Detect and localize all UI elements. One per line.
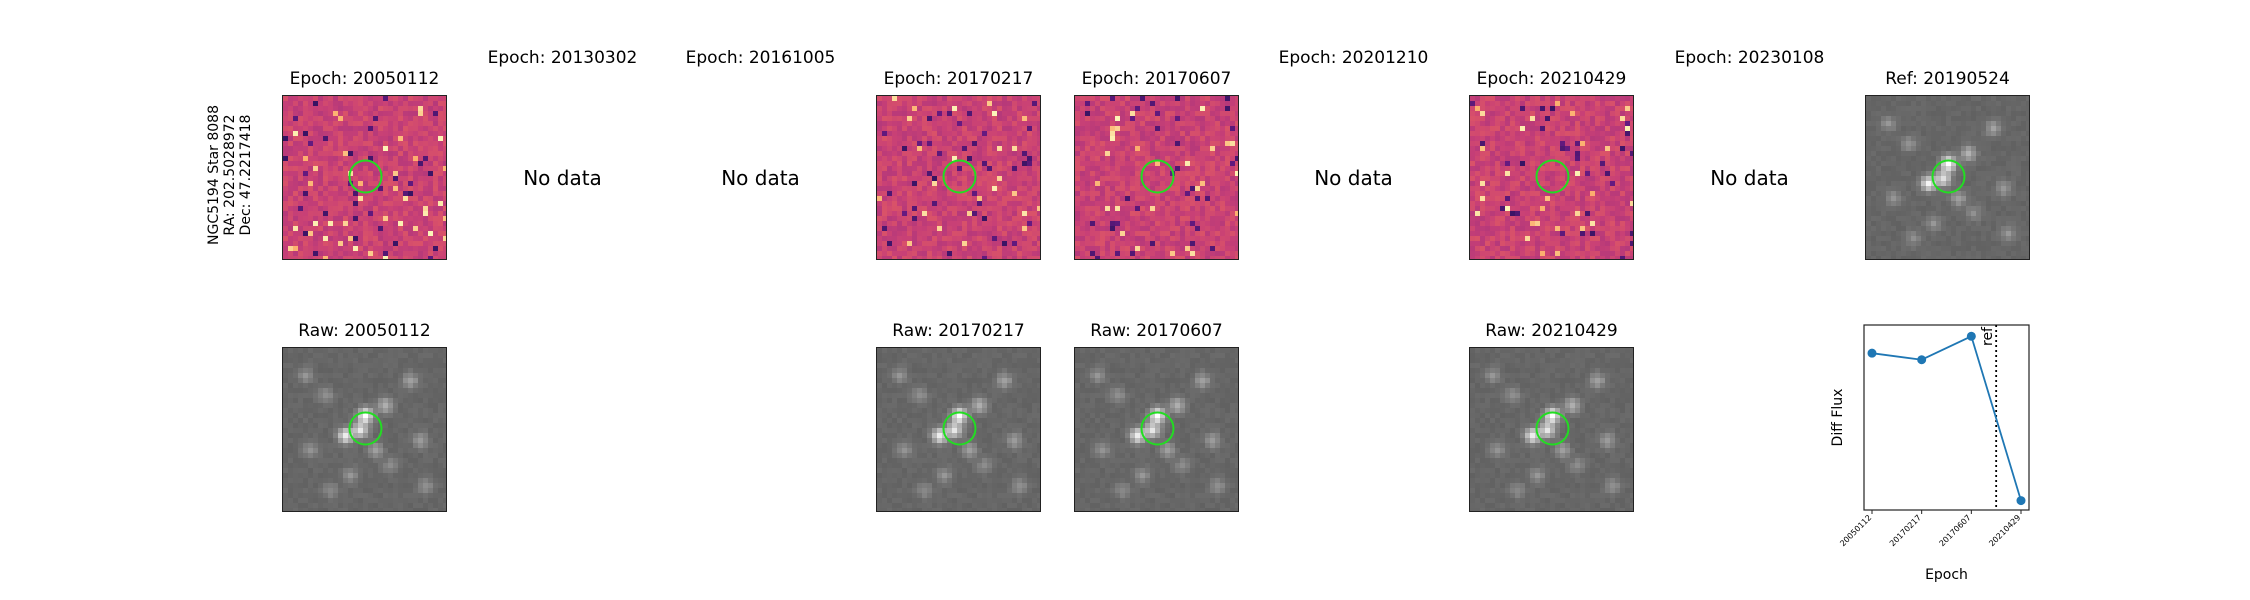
no-data-label: No data <box>523 165 602 190</box>
ref-image-pixels <box>1866 96 2029 259</box>
aperture-circle <box>942 159 977 194</box>
x-tick-label: 20050112 <box>1838 513 1873 548</box>
aperture-circle <box>942 411 977 446</box>
diff-image-pixels <box>1470 96 1633 259</box>
aperture-circle <box>1535 159 1570 194</box>
diff-image <box>1469 95 1634 260</box>
raw-image-pixels <box>1075 348 1238 511</box>
aperture-circle <box>1931 159 1966 194</box>
x-tick-label: 20170607 <box>1938 513 1973 548</box>
data-point <box>1867 348 1877 358</box>
raw-image-pixels <box>877 348 1040 511</box>
star-name: NGC5194 Star 8088 <box>206 105 222 245</box>
aperture-circle <box>1535 411 1570 446</box>
raw-image <box>282 347 447 512</box>
epoch-title: Epoch: 20210429 <box>1476 69 1627 89</box>
no-data-label: No data <box>1710 165 1789 190</box>
x-axis-label: Epoch <box>1925 567 1968 583</box>
epoch-title: Epoch: 20130302 <box>487 48 638 68</box>
aperture-circle <box>1140 159 1175 194</box>
diff-image <box>1074 95 1239 260</box>
x-tick-label: 20210429 <box>1987 513 2022 548</box>
epoch-title: Epoch: 20170607 <box>1081 69 1232 89</box>
epoch-title: Ref: 20190524 <box>1885 69 2010 89</box>
star-ra: RA: 202.5028972 <box>222 114 238 236</box>
x-tick-label: 20170217 <box>1888 513 1923 548</box>
raw-image-pixels <box>1470 348 1633 511</box>
star-label: NGC5194 Star 8088 RA: 202.5028972 Dec: 4… <box>206 105 254 245</box>
light-curve-chart: ref 20050112 20170217 20170607 20210429 Epoch… <box>1830 324 2030 583</box>
diff-image-pixels <box>1075 96 1238 259</box>
y-axis-label: Diff Flux <box>1830 389 1846 447</box>
star-dec: Dec: 47.2217418 <box>238 114 254 236</box>
raw-title: Raw: 20170217 <box>892 321 1025 341</box>
raw-image-pixels <box>283 348 446 511</box>
raw-image <box>1469 347 1634 512</box>
diff-image-pixels <box>877 96 1040 259</box>
epoch-title: Epoch: 20170217 <box>883 69 1034 89</box>
no-data-label: No data <box>721 165 800 190</box>
epoch-title: Epoch: 20201210 <box>1278 48 1429 68</box>
ref-label: ref <box>1980 326 1996 346</box>
diff-image <box>876 95 1041 260</box>
no-data-label: No data <box>1314 165 1393 190</box>
raw-image <box>876 347 1041 512</box>
aperture-circle <box>1140 411 1175 446</box>
epoch-title: Epoch: 20050112 <box>289 69 440 89</box>
ref-image <box>1865 95 2030 260</box>
raw-title: Raw: 20170607 <box>1090 321 1223 341</box>
data-point <box>1966 331 1976 341</box>
plot-frame <box>1863 324 2030 511</box>
raw-title: Raw: 20210429 <box>1485 321 1618 341</box>
diff-image-pixels <box>283 96 446 259</box>
diff-image <box>282 95 447 260</box>
aperture-circle <box>348 159 383 194</box>
series-line <box>1871 335 2022 501</box>
aperture-circle <box>348 411 383 446</box>
epoch-title: Epoch: 20230108 <box>1674 48 1825 68</box>
raw-title: Raw: 20050112 <box>298 321 431 341</box>
epoch-title: Epoch: 20161005 <box>685 48 836 68</box>
data-point <box>1917 355 1927 365</box>
raw-image <box>1074 347 1239 512</box>
data-point <box>2016 496 2026 506</box>
